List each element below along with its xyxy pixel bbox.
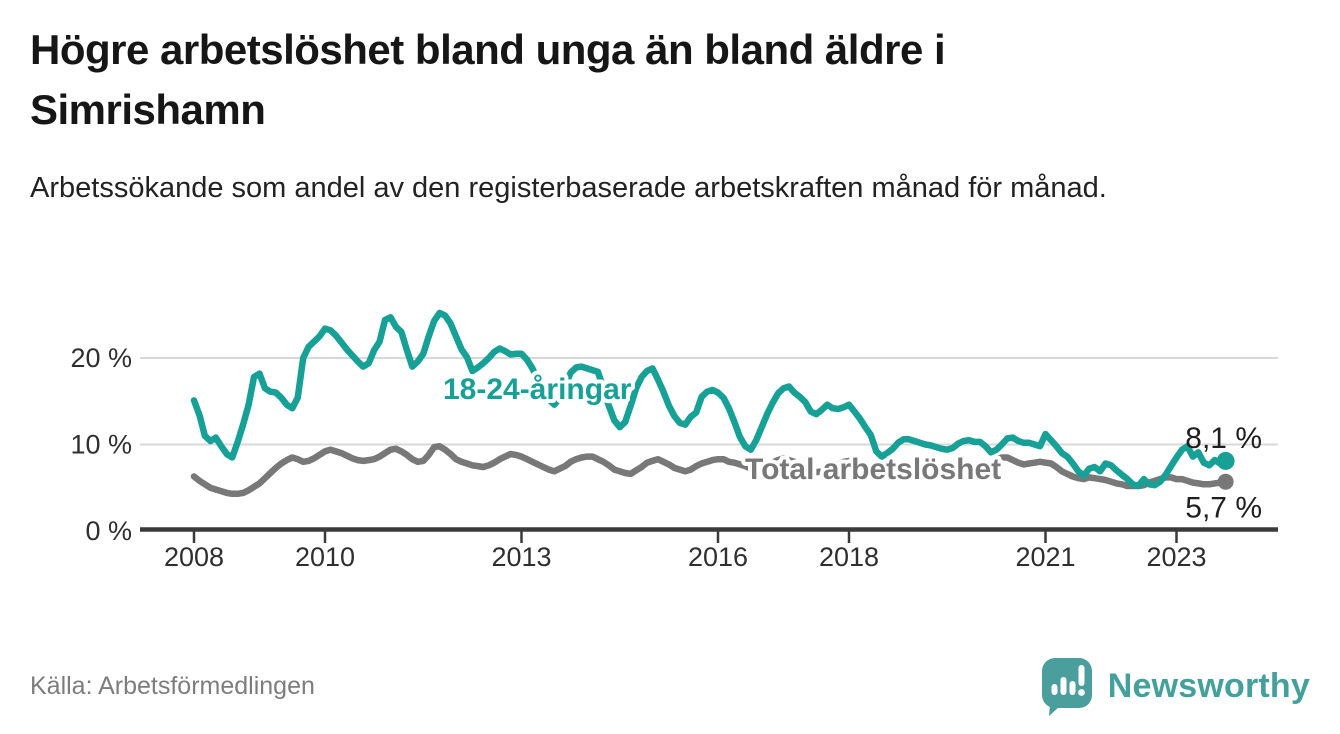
end-dot-total xyxy=(1217,473,1234,490)
x-tick-label: 2008 xyxy=(164,542,224,572)
newsworthy-logo: Newsworthy xyxy=(1041,656,1310,716)
series-line-total xyxy=(190,442,1229,498)
chart-title: Högre arbetslöshet bland unga än bland ä… xyxy=(30,26,946,133)
series-label-total: Total arbetslöshet xyxy=(745,453,1001,486)
x-tick-label: 2013 xyxy=(491,542,551,572)
newsworthy-wordmark: Newsworthy xyxy=(1107,666,1310,705)
x-tick-label: 2018 xyxy=(819,542,879,572)
series-label-youth: 18-24-åringar xyxy=(443,373,632,406)
y-tick-label: 0 % xyxy=(85,516,132,546)
end-dot-youth xyxy=(1216,451,1235,470)
y-tick-label: 10 % xyxy=(70,430,132,460)
newsworthy-bubble-chart-icon xyxy=(1041,658,1092,716)
end-label-total: 5,7 % xyxy=(1185,492,1262,525)
x-tick-label: 2021 xyxy=(1015,542,1075,572)
x-tick-label: 2023 xyxy=(1146,542,1206,572)
x-tick-label: 2016 xyxy=(688,542,748,572)
chart-subtitle: Arbetssökande som andel av den registerb… xyxy=(30,172,1107,204)
end-label-youth: 8,1 % xyxy=(1185,422,1262,455)
series-line-youth xyxy=(190,309,1229,490)
source-note: Källa: Arbetsförmedlingen xyxy=(30,672,315,700)
x-tick-label: 2010 xyxy=(295,542,355,572)
y-tick-label: 20 % xyxy=(70,343,132,373)
